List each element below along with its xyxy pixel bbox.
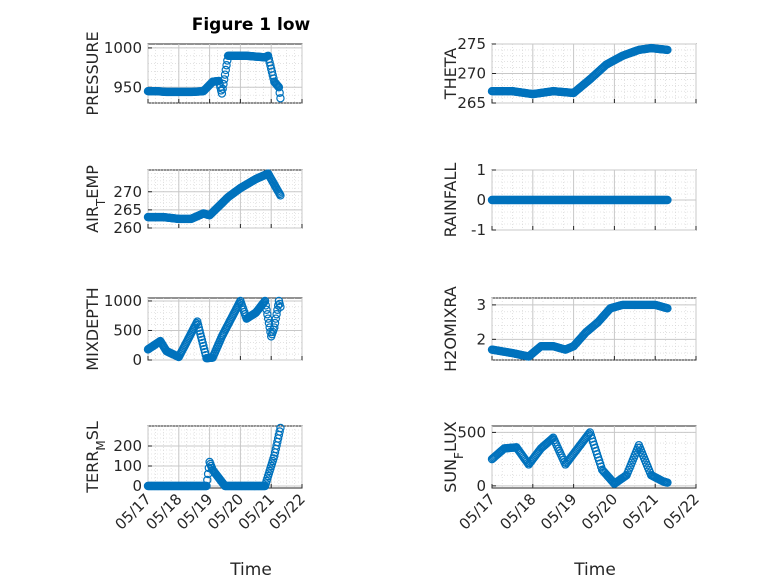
y-tick-label: 950	[113, 78, 142, 96]
data-point	[270, 323, 279, 332]
y-axis-label: H2OMIXRA	[441, 286, 460, 372]
y-tick-label: 0	[132, 351, 142, 369]
y-axis-label: TERRMSL	[83, 421, 108, 494]
data-point	[260, 296, 270, 306]
data-point	[276, 302, 285, 312]
data-point	[221, 65, 230, 75]
data-point	[219, 79, 228, 89]
y-tick-label: 1000	[104, 292, 142, 310]
y-tick-label: 260	[113, 219, 142, 237]
y-tick-label: 265	[113, 201, 142, 219]
y-tick-label: 265	[457, 94, 486, 112]
y-axis-label: SUNFLUX	[441, 421, 466, 493]
y-axis-label: PRESSURE	[83, 31, 102, 115]
y-tick-label: 270	[113, 183, 142, 201]
y-tick-label: 200	[113, 437, 142, 455]
y-axis-label: THETA	[441, 48, 460, 100]
data-point	[262, 305, 271, 315]
y-tick-label: 100	[113, 457, 142, 475]
y-tick-label: 2	[476, 330, 486, 348]
x-axis-label-left: Time	[229, 560, 272, 580]
data-point	[275, 88, 284, 97]
data-point	[276, 191, 285, 200]
y-tick-label: 275	[457, 35, 486, 53]
y-tick-label: 3	[476, 296, 486, 314]
data-point	[264, 318, 274, 328]
data-point	[272, 310, 281, 319]
data-point	[273, 81, 282, 90]
y-tick-label: 1000	[104, 39, 142, 57]
data-point	[270, 318, 280, 328]
y-axis-label: AIRTEMP	[83, 165, 108, 233]
y-tick-label: 1	[476, 161, 486, 179]
data-point	[663, 478, 672, 487]
data-point	[275, 427, 284, 436]
figure-title: Figure 1 low	[192, 15, 311, 35]
x-axis-label-right: Time	[573, 560, 616, 580]
data-point	[663, 304, 672, 313]
y-tick-label: 0	[132, 477, 142, 495]
data-point	[218, 84, 227, 94]
data-point	[263, 310, 272, 319]
data-point	[220, 70, 230, 79]
data-point	[272, 80, 281, 89]
data-point	[220, 75, 229, 84]
data-point	[663, 195, 672, 205]
data-point	[261, 301, 271, 310]
y-axis-label: MIXDEPTH	[83, 287, 102, 370]
y-tick-label: 500	[457, 423, 486, 441]
data-point	[217, 89, 227, 98]
data-point	[203, 475, 212, 485]
data-point	[273, 301, 283, 310]
y-tick-label: 0	[476, 191, 486, 209]
subplot-rainfall: -1 0 1 RAINFALL	[441, 161, 697, 239]
y-axis-label: RAINFALL	[441, 163, 460, 238]
data-point	[259, 298, 268, 308]
y-tick-label: -1	[471, 221, 486, 239]
y-tick-label: 270	[457, 65, 486, 83]
subplot-h2omixra: 2 3 H2OMIXRA	[441, 286, 697, 372]
data-point	[222, 61, 231, 70]
data-point	[274, 83, 284, 92]
data-point	[271, 314, 281, 323]
data-point	[276, 94, 285, 103]
data-point	[663, 45, 672, 55]
y-tick-label: 500	[113, 321, 142, 339]
y-tick-label: 0	[476, 477, 486, 495]
data-point	[202, 481, 211, 491]
data-point	[276, 423, 285, 433]
